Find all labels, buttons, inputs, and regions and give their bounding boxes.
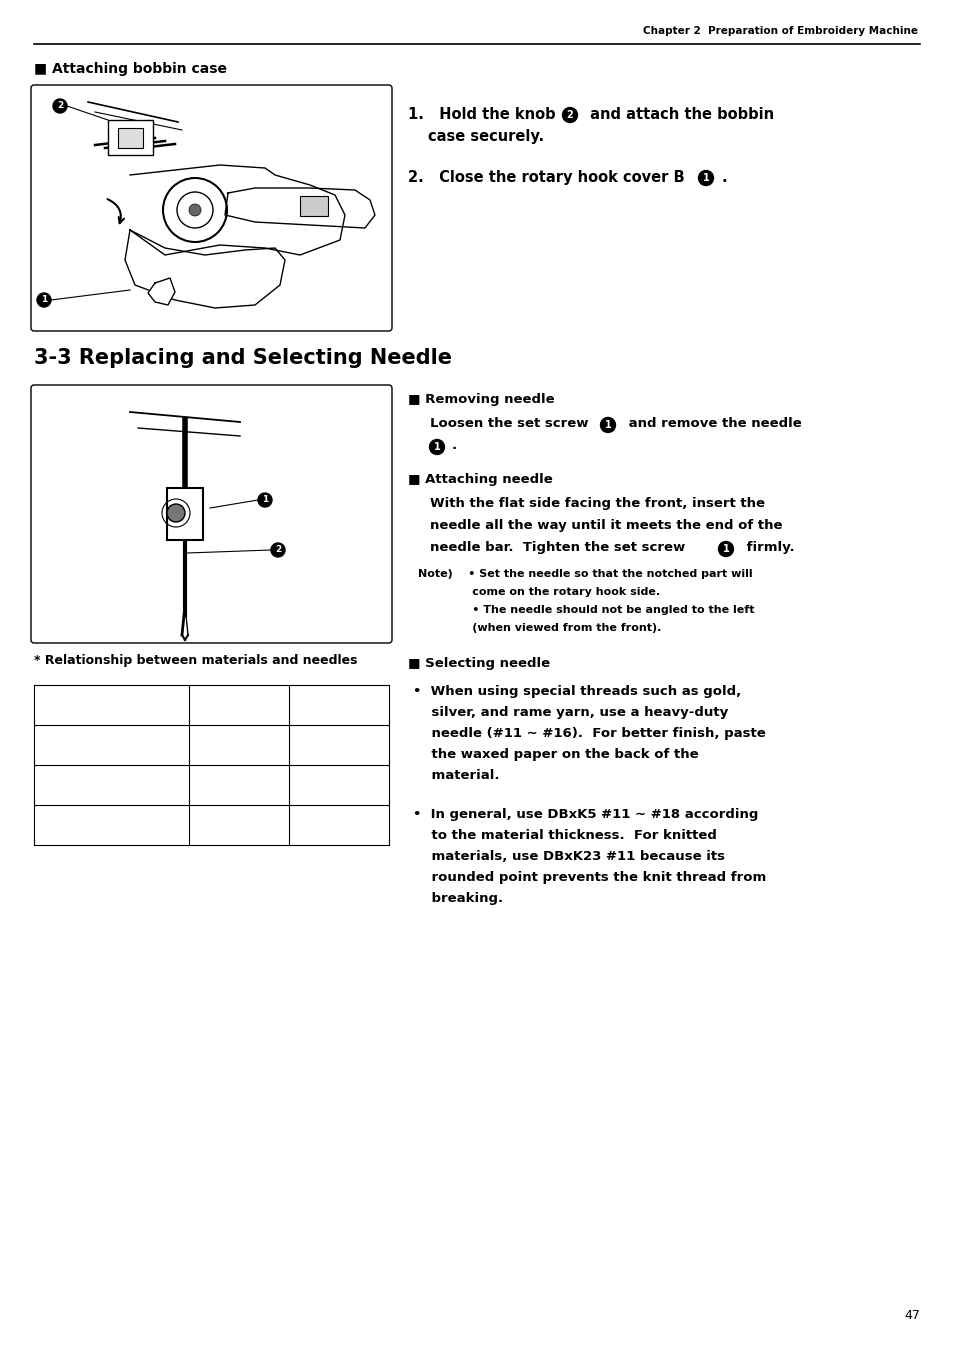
- FancyBboxPatch shape: [30, 385, 392, 643]
- Text: 1: 1: [434, 442, 440, 453]
- FancyBboxPatch shape: [30, 85, 392, 331]
- Text: .: .: [452, 439, 456, 453]
- Text: 2: 2: [566, 109, 573, 120]
- Circle shape: [698, 170, 713, 185]
- Text: •  In general, use DBxK5 #11 ∼ #18 according: • In general, use DBxK5 #11 ∼ #18 accord…: [413, 808, 758, 821]
- Text: 2: 2: [57, 101, 63, 111]
- Bar: [118, 128, 143, 149]
- Bar: [299, 196, 328, 216]
- Text: (when viewed from the front).: (when viewed from the front).: [417, 623, 660, 634]
- Text: 1.   Hold the knob: 1. Hold the knob: [408, 107, 560, 122]
- Text: 1: 1: [604, 420, 611, 430]
- Text: material.: material.: [413, 769, 499, 782]
- Circle shape: [257, 493, 272, 507]
- Text: 47: 47: [903, 1309, 919, 1323]
- Text: Note)    • Set the needle so that the notched part will: Note) • Set the needle so that the notch…: [417, 569, 752, 580]
- Text: come on the rotary hook side.: come on the rotary hook side.: [417, 586, 659, 597]
- Text: With the flat side facing the front, insert the: With the flat side facing the front, ins…: [430, 497, 764, 509]
- Circle shape: [37, 293, 51, 307]
- Text: 1: 1: [721, 544, 729, 554]
- Text: •  When using special threads such as gold,: • When using special threads such as gol…: [413, 685, 740, 698]
- Circle shape: [271, 543, 285, 557]
- Polygon shape: [130, 165, 345, 255]
- Text: the waxed paper on the back of the: the waxed paper on the back of the: [413, 748, 698, 761]
- Text: silver, and rame yarn, use a heavy-duty: silver, and rame yarn, use a heavy-duty: [413, 707, 727, 719]
- Text: ■ Attaching bobbin case: ■ Attaching bobbin case: [34, 62, 227, 76]
- Bar: [108, 120, 152, 155]
- Circle shape: [562, 108, 577, 123]
- Circle shape: [53, 99, 67, 113]
- Polygon shape: [148, 278, 174, 305]
- Text: needle (#11 ∼ #16).  For better finish, paste: needle (#11 ∼ #16). For better finish, p…: [413, 727, 765, 740]
- Text: materials, use DBxK23 #11 because its: materials, use DBxK23 #11 because its: [413, 850, 724, 863]
- Text: 1: 1: [262, 496, 268, 504]
- Circle shape: [599, 417, 615, 432]
- Text: needle all the way until it meets the end of the: needle all the way until it meets the en…: [430, 519, 781, 532]
- Text: 2: 2: [274, 546, 281, 554]
- Text: needle bar.  Tighten the set screw: needle bar. Tighten the set screw: [430, 540, 689, 554]
- Text: .: .: [721, 170, 727, 185]
- Text: and remove the needle: and remove the needle: [623, 417, 801, 430]
- Text: firmly.: firmly.: [741, 540, 794, 554]
- Bar: [167, 488, 203, 540]
- Text: ■ Selecting needle: ■ Selecting needle: [408, 657, 550, 670]
- Text: rounded point prevents the knit thread from: rounded point prevents the knit thread f…: [413, 871, 765, 884]
- Text: and attach the bobbin: and attach the bobbin: [584, 107, 773, 122]
- Text: * Relationship between materials and needles: * Relationship between materials and nee…: [34, 654, 357, 667]
- Text: 1: 1: [702, 173, 709, 182]
- Text: 2.   Close the rotary hook cover B: 2. Close the rotary hook cover B: [408, 170, 689, 185]
- Circle shape: [189, 204, 201, 216]
- Circle shape: [167, 504, 185, 521]
- Text: 1: 1: [41, 296, 47, 304]
- Circle shape: [429, 439, 444, 454]
- Text: • The needle should not be angled to the left: • The needle should not be angled to the…: [417, 605, 754, 615]
- Circle shape: [718, 542, 733, 557]
- Text: ■ Attaching needle: ■ Attaching needle: [408, 473, 552, 486]
- Text: case securely.: case securely.: [428, 128, 543, 145]
- Polygon shape: [125, 230, 285, 308]
- Polygon shape: [225, 188, 375, 228]
- Text: 3-3 Replacing and Selecting Needle: 3-3 Replacing and Selecting Needle: [34, 349, 452, 367]
- Text: Loosen the set screw: Loosen the set screw: [430, 417, 593, 430]
- Text: to the material thickness.  For knitted: to the material thickness. For knitted: [413, 830, 716, 842]
- Text: ■ Removing needle: ■ Removing needle: [408, 393, 554, 407]
- Text: Chapter 2  Preparation of Embroidery Machine: Chapter 2 Preparation of Embroidery Mach…: [642, 26, 917, 36]
- Text: breaking.: breaking.: [413, 892, 502, 905]
